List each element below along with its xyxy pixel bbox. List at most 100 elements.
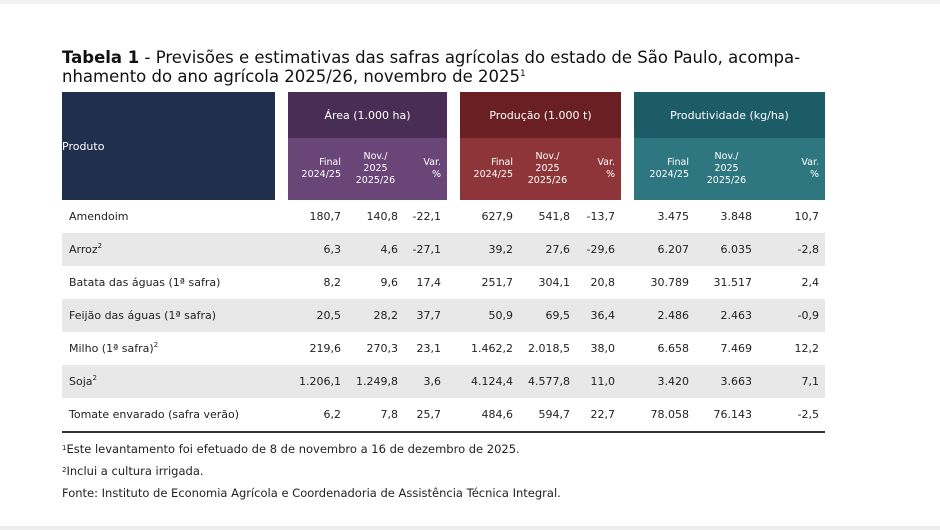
produtividade-final: 78.058 [634, 398, 695, 433]
producao-final: 4.124,4 [460, 365, 519, 398]
source-note: Fonte: Instituto de Economia Agrícola e … [62, 486, 561, 500]
area-var: 3,6 [404, 365, 447, 398]
produtividade-var: 10,7 [794, 210, 820, 223]
area-final: 1.206,1 [288, 365, 347, 398]
produtividade-nov: 3.848 [720, 210, 753, 223]
area-var: -22,1 [412, 210, 441, 223]
area-var: 17,4 [416, 276, 442, 289]
table-row: Tomate envarado (safra verão) 6,2 7,8 25… [62, 398, 825, 433]
header-area-final: Final 2024/25 [288, 138, 347, 200]
area-nov: 28,2 [347, 299, 404, 332]
producao-final: 1.462,2 [471, 342, 513, 355]
producao-nov: 594,7 [519, 398, 576, 433]
producao-nov: 69,5 [519, 299, 576, 332]
area-var: 25,7 [404, 398, 447, 433]
produtividade-final: 2.486 [634, 299, 695, 332]
producao-var: -13,7 [586, 210, 615, 223]
area-nov: 1.249,8 [347, 365, 404, 398]
produtividade-var: 2,4 [801, 276, 820, 289]
header-producao-nov: Nov./2025 2025/26 [519, 138, 576, 200]
table-title: Tabela 1 - Previsões e estimativas das s… [62, 48, 862, 86]
producao-var: 11,0 [576, 365, 621, 398]
produtividade-final: 6.207 [634, 233, 695, 266]
producao-final: 251,7 [481, 276, 514, 289]
table-row: Soja2 1.206,1 1.249,8 3,6 4.124,4 4.577,… [62, 365, 825, 398]
area-final: 20,5 [288, 299, 347, 332]
header-producao-var: Var.% [576, 138, 621, 200]
header-produtividade-nov: Nov./2025 2025/26 [695, 138, 758, 200]
produtividade-var: 12,2 [794, 342, 820, 355]
crop-name: Amendoim [69, 210, 129, 223]
area-final: 6,2 [288, 398, 347, 433]
footnote-2: 2Inclui a cultura irrigada. [62, 464, 204, 478]
area-nov: 4,6 [347, 233, 404, 266]
table-row: Feijão das águas (1ª safra) 20,5 28,2 37… [62, 299, 825, 332]
header-produtividade-var: Var.% [758, 138, 825, 200]
produtividade-var: -2,5 [758, 398, 825, 433]
produtividade-final: 3.475 [657, 210, 690, 223]
crop-name: Arroz2 [62, 233, 275, 266]
producao-var: 22,7 [576, 398, 621, 433]
produtividade-nov: 31.517 [713, 276, 753, 289]
header-produto: Produto [62, 92, 275, 200]
produtividade-var: 7,1 [758, 365, 825, 398]
producao-final: 39,2 [460, 233, 519, 266]
producao-var: -29,6 [576, 233, 621, 266]
table-row: Milho (1ª safra)2 219,6 270,3 23,1 1.462… [62, 332, 825, 365]
produtividade-nov: 76.143 [695, 398, 758, 433]
crop-name: Tomate envarado (safra verão) [62, 398, 275, 433]
crop-name: Milho (1ª safra)2 [69, 341, 159, 355]
produtividade-var: -2,8 [758, 233, 825, 266]
table-row: Arroz2 6,3 4,6 -27,1 39,2 27,6 -29,6 6.2… [62, 233, 825, 266]
producao-nov: 304,1 [538, 276, 571, 289]
produtividade-final: 3.420 [634, 365, 695, 398]
table-row: Batata das águas (1ª safra) 8,2 9,6 17,4… [62, 266, 825, 299]
crop-name: Feijão das águas (1ª safra) [62, 299, 275, 332]
header-group-area: Área (1.000 ha) [288, 92, 447, 138]
producao-var: 36,4 [576, 299, 621, 332]
area-final: 8,2 [323, 276, 342, 289]
table-title-text-line1: - Previsões e estimativas das safras agr… [139, 48, 801, 67]
table-title-label: Tabela 1 [62, 48, 140, 67]
producao-var: 38,0 [590, 342, 616, 355]
area-final: 6,3 [288, 233, 347, 266]
area-var: 23,1 [416, 342, 442, 355]
area-nov: 140,8 [366, 210, 399, 223]
area-nov: 9,6 [380, 276, 399, 289]
header-area-nov: Nov./2025 2025/26 [347, 138, 404, 200]
producao-final: 627,9 [481, 210, 514, 223]
header-area-var: Var.% [404, 138, 447, 200]
table-row: Amendoim 180,7 140,8 -22,1 627,9 541,8 -… [62, 200, 825, 233]
produtividade-nov: 6.035 [695, 233, 758, 266]
producao-final: 50,9 [460, 299, 519, 332]
title-footnote-marker: 1 [519, 69, 526, 79]
produtividade-nov: 7.469 [720, 342, 753, 355]
header-producao-final: Final 2024/25 [460, 138, 519, 200]
table-title-text-line2: nhamento do ano agrícola 2025/26, novemb… [62, 67, 520, 86]
crop-name: Batata das águas (1ª safra) [69, 276, 221, 289]
crop-forecast-table: Produto Área (1.000 ha) Produção (1.000 … [62, 92, 825, 433]
page-top-edge [0, 0, 940, 4]
produtividade-final: 6.658 [657, 342, 690, 355]
crop-name: Soja2 [62, 365, 275, 398]
produtividade-nov: 2.463 [695, 299, 758, 332]
area-final: 219,6 [309, 342, 342, 355]
header-produtividade-final: Final 2024/25 [634, 138, 695, 200]
produtividade-nov: 3.663 [695, 365, 758, 398]
producao-var: 20,8 [590, 276, 616, 289]
area-var: -27,1 [404, 233, 447, 266]
area-final: 180,7 [309, 210, 342, 223]
producao-nov: 2.018,5 [528, 342, 570, 355]
producao-nov: 541,8 [538, 210, 571, 223]
producao-nov: 4.577,8 [519, 365, 576, 398]
table-footnotes: 1Este levantamento foi efetuado de 8 de … [62, 438, 561, 504]
produtividade-final: 30.789 [650, 276, 690, 289]
page-bottom-edge [0, 526, 940, 530]
produtividade-var: -0,9 [758, 299, 825, 332]
area-nov: 7,8 [347, 398, 404, 433]
header-row-groups: Produto Área (1.000 ha) Produção (1.000 … [62, 92, 825, 200]
header-group-produtividade: Produtividade (kg/ha) [634, 92, 825, 138]
area-var: 37,7 [404, 299, 447, 332]
area-nov: 270,3 [366, 342, 399, 355]
header-row-sub: Final 2024/25 Nov./2025 2025/26 Var.% Fina… [62, 138, 825, 200]
